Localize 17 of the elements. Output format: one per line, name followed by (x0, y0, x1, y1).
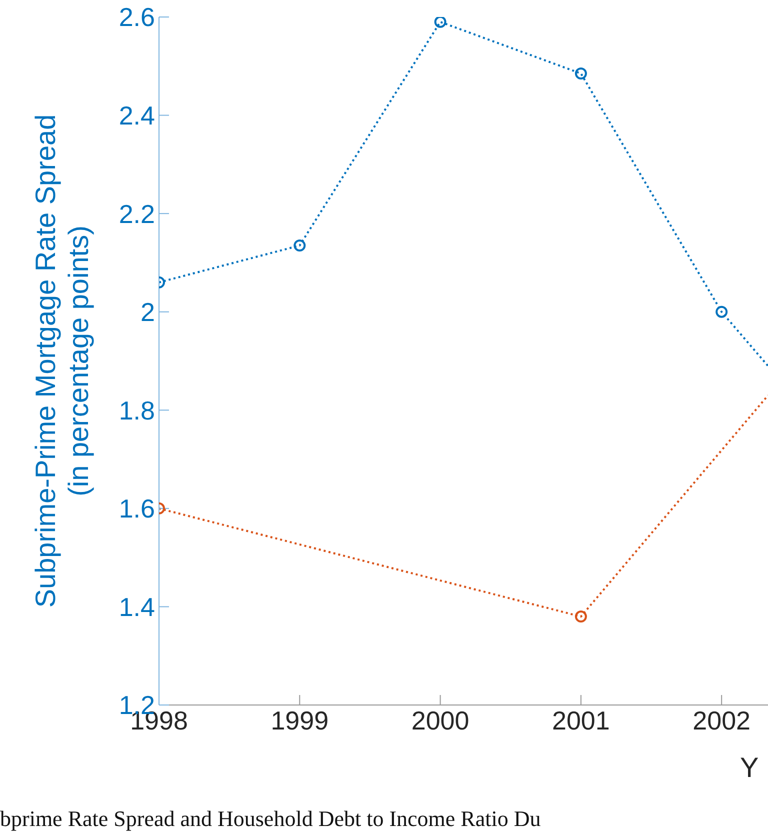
text: bprime Rate Spread and Household Debt to Income Ratio Du (0, 806, 541, 832)
point (716, 306, 728, 318)
y-tick-label: 1.4 (118, 592, 155, 622)
point (434, 17, 446, 28)
y-tick-label: 1.8 (118, 395, 155, 426)
y-tick-label: 2 (140, 297, 155, 328)
x-tick-label: 2000 (411, 705, 470, 736)
x-axis-title: Y (740, 752, 759, 784)
y-tick-label: 2.6 (118, 2, 155, 32)
x-tick-label: 2002 (692, 705, 751, 736)
x-tick-label: 1999 (270, 705, 329, 736)
y-tick-label: 2.4 (118, 100, 155, 131)
point (574, 68, 587, 80)
y-tick-label: 1.6 (118, 494, 155, 524)
y-axis-title: Subprime-Prime Mortgage Rate Spread (in percentage points) (29, 114, 95, 608)
x-tick-label: 2001 (552, 705, 610, 736)
y-tick-label: 2.2 (118, 198, 155, 229)
